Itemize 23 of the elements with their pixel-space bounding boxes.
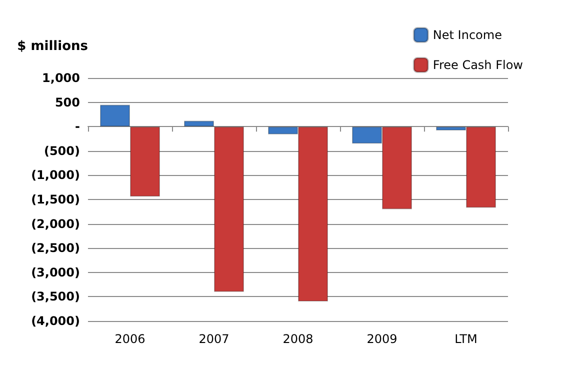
x-tick-label: 2008	[282, 332, 314, 346]
y-tick-label: (4,000)	[31, 314, 80, 328]
y-tick-label: (3,500)	[31, 290, 80, 304]
y-tick-label: -	[75, 120, 80, 134]
y-tick-label: 500	[54, 95, 80, 110]
y-tick-label: 1,000	[42, 71, 80, 85]
bar	[100, 104, 130, 127]
x-tick-label: 2009	[366, 332, 398, 346]
bar	[214, 126, 244, 292]
legend-label: Net Income	[432, 28, 502, 42]
x-tick-label: 2006	[114, 332, 146, 346]
y-tick-label: (500)	[44, 144, 80, 158]
legend-label: Free Cash Flow	[432, 58, 524, 72]
y-tick-label: (2,000)	[31, 216, 80, 231]
x-tick-label: 2007	[198, 332, 230, 346]
y-tick-label: (1,500)	[31, 192, 80, 206]
bar	[184, 120, 214, 127]
y-axis-title: $ millions	[17, 39, 88, 54]
y-tick-label: (1,000)	[31, 168, 80, 182]
y-tick-label: (2,500)	[31, 241, 80, 256]
bar	[130, 126, 160, 197]
y-tick-label: (3,000)	[31, 265, 80, 280]
x-tick-label: LTM	[454, 332, 478, 346]
